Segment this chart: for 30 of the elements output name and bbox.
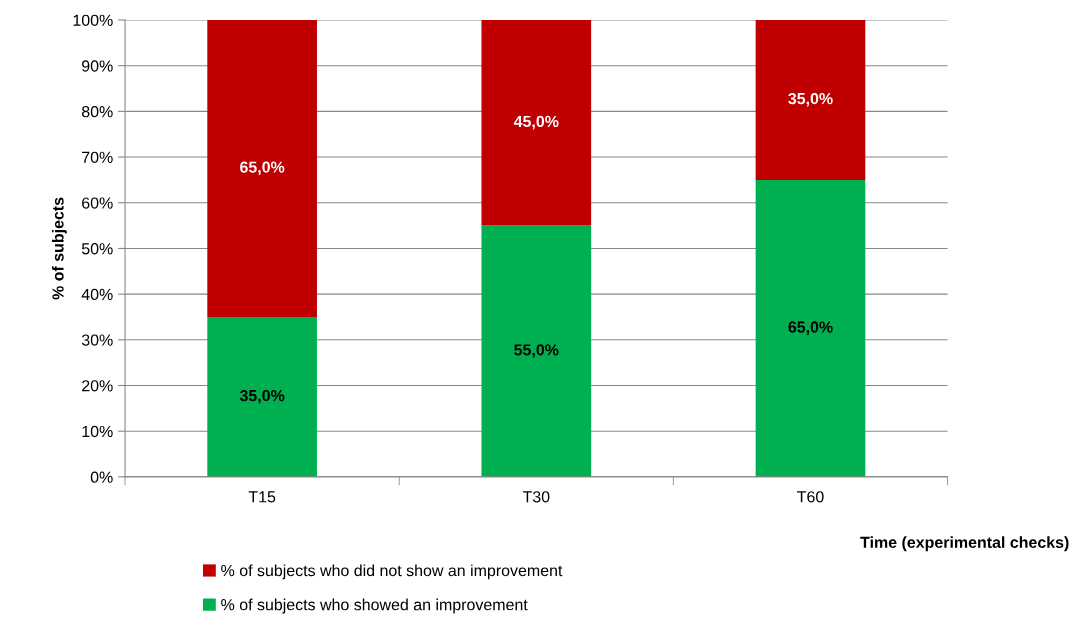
y-axis-title: % of subjects bbox=[51, 197, 67, 300]
y-tick-label: 60% bbox=[82, 197, 113, 209]
x-tick-label: T60 bbox=[797, 491, 824, 503]
data-label: 45,0% bbox=[513, 115, 559, 130]
bar bbox=[207, 20, 317, 317]
legend-label: % of subjects who did not show an improvement bbox=[221, 564, 563, 580]
y-tick-label: 40% bbox=[81, 288, 113, 301]
bar bbox=[755, 179, 866, 477]
data-label: 65,0% bbox=[240, 161, 285, 176]
data-label: 65,0% bbox=[788, 321, 833, 335]
y-tick-label: 80% bbox=[81, 106, 113, 118]
bar bbox=[481, 225, 592, 477]
bar bbox=[755, 20, 866, 180]
x-axis-title: Time (experimental checks) bbox=[860, 536, 1069, 552]
data-label: 35,0% bbox=[239, 389, 285, 404]
data-label: 35,0% bbox=[788, 92, 833, 107]
y-tick-label: 50% bbox=[81, 243, 113, 255]
y-tick-label: 70% bbox=[82, 151, 113, 164]
legend-label: % of subjects who showed an improvement bbox=[221, 598, 528, 614]
x-tick-label: T15 bbox=[248, 491, 276, 503]
y-tick-label: 20% bbox=[82, 380, 113, 392]
y-tick-label: 100% bbox=[73, 14, 113, 26]
y-tick-label: 90% bbox=[82, 60, 113, 72]
x-tick-label: T30 bbox=[522, 491, 550, 503]
y-tick-label: 0% bbox=[90, 471, 113, 483]
y-tick-label: 10% bbox=[82, 425, 113, 438]
y-tick-label: 30% bbox=[81, 334, 113, 346]
data-label: 55,0% bbox=[514, 344, 559, 358]
bar bbox=[481, 20, 592, 226]
bar bbox=[207, 316, 317, 477]
